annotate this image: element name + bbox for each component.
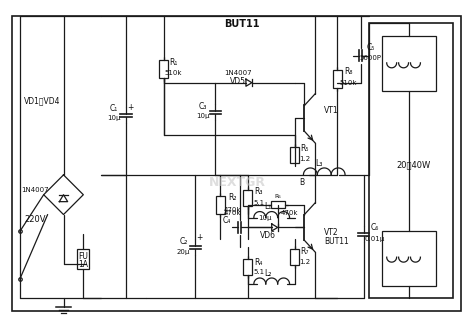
Text: R₅: R₅ bbox=[300, 144, 309, 153]
Text: 10μ: 10μ bbox=[258, 214, 272, 221]
Text: NEXTGR: NEXTGR bbox=[209, 176, 265, 189]
Text: FU: FU bbox=[78, 252, 88, 261]
Text: C₂: C₂ bbox=[179, 237, 188, 246]
Text: 510k: 510k bbox=[339, 80, 357, 86]
Text: 5600P: 5600P bbox=[360, 55, 382, 61]
Bar bbox=[382, 231, 436, 286]
Bar bbox=[333, 70, 342, 88]
Bar bbox=[77, 249, 89, 269]
Text: R₈: R₈ bbox=[344, 67, 352, 76]
Text: C₆: C₆ bbox=[371, 223, 379, 232]
Text: 220V: 220V bbox=[24, 215, 46, 224]
Text: +: + bbox=[196, 233, 202, 242]
Text: R₁: R₁ bbox=[169, 58, 178, 67]
Text: B: B bbox=[299, 178, 304, 187]
Text: L₃: L₃ bbox=[316, 159, 323, 168]
Text: BUT11: BUT11 bbox=[224, 19, 260, 29]
Text: R₇: R₇ bbox=[300, 247, 309, 256]
Text: 470k: 470k bbox=[281, 210, 298, 215]
Text: +: + bbox=[127, 103, 133, 112]
Text: 10μ: 10μ bbox=[107, 115, 121, 122]
Text: R₂: R₂ bbox=[228, 193, 237, 202]
Bar bbox=[369, 23, 453, 298]
Text: C₃: C₃ bbox=[199, 102, 208, 111]
Text: 1N4007: 1N4007 bbox=[224, 70, 252, 76]
Text: VD5: VD5 bbox=[230, 77, 246, 86]
Text: 5.1: 5.1 bbox=[253, 200, 264, 206]
Bar bbox=[244, 259, 252, 275]
Bar bbox=[290, 249, 299, 265]
Text: VD6: VD6 bbox=[260, 231, 276, 240]
Text: 20μ: 20μ bbox=[177, 249, 190, 255]
Bar bbox=[244, 190, 252, 206]
Bar bbox=[382, 36, 436, 91]
Bar bbox=[271, 201, 284, 208]
Text: R₆: R₆ bbox=[274, 194, 281, 199]
Text: VD1～VD4: VD1～VD4 bbox=[23, 96, 60, 105]
Text: 470k: 470k bbox=[223, 210, 241, 215]
Text: 1N4007: 1N4007 bbox=[21, 187, 48, 193]
Text: L₂: L₂ bbox=[264, 269, 272, 278]
Text: C₅: C₅ bbox=[367, 43, 375, 52]
Text: 10μ: 10μ bbox=[197, 113, 210, 120]
Bar bbox=[159, 60, 168, 78]
Bar bbox=[290, 147, 299, 163]
Text: 1.2: 1.2 bbox=[299, 156, 310, 162]
Text: 1.2: 1.2 bbox=[299, 259, 310, 265]
Bar bbox=[216, 196, 225, 214]
Text: 20～40W: 20～40W bbox=[396, 160, 430, 169]
Text: 470k: 470k bbox=[223, 207, 241, 213]
Text: R₃: R₃ bbox=[255, 187, 263, 196]
Text: C₄: C₄ bbox=[223, 216, 231, 225]
Text: 5.1: 5.1 bbox=[253, 269, 264, 275]
Text: 1A: 1A bbox=[78, 260, 88, 269]
Text: L₁: L₁ bbox=[264, 202, 271, 211]
Text: VT1: VT1 bbox=[324, 106, 339, 115]
Text: C₁: C₁ bbox=[110, 104, 118, 113]
Text: VT2: VT2 bbox=[324, 228, 339, 237]
Text: BUT11: BUT11 bbox=[324, 237, 349, 246]
Text: R₄: R₄ bbox=[255, 258, 263, 267]
Text: 510k: 510k bbox=[165, 70, 182, 76]
Text: 0.01μ: 0.01μ bbox=[365, 236, 385, 242]
